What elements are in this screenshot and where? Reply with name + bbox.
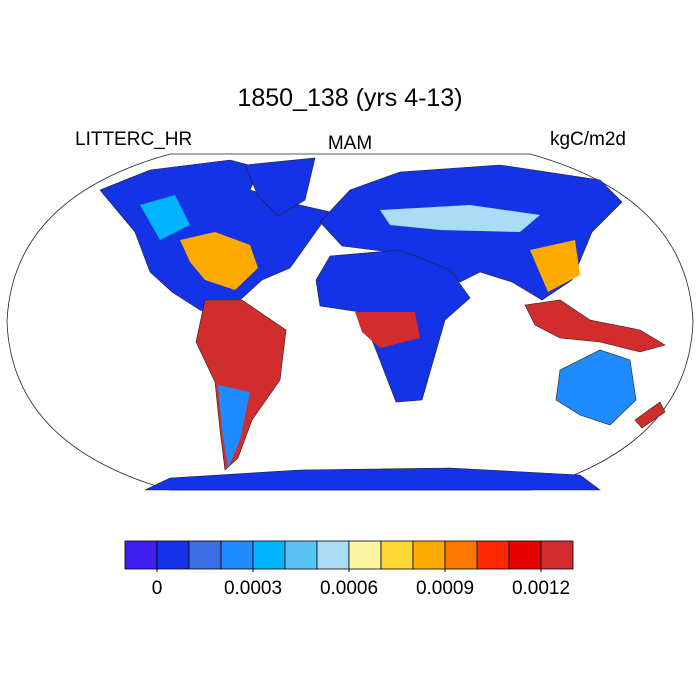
season: MAM [328, 133, 372, 154]
greenland [244, 157, 316, 217]
colorbar: 0 0.0003 0.0006 0.0009 0.0012 [124, 540, 574, 599]
colorbar-box [188, 540, 222, 570]
colorbar-box [156, 540, 190, 570]
new-zealand [634, 401, 666, 429]
maritime-continent [524, 299, 666, 353]
colorbar-box [476, 540, 510, 570]
colorbar-box [124, 540, 158, 570]
colorbar-box [220, 540, 254, 570]
colorbar-tick-label: 0.0012 [512, 578, 570, 599]
colorbar-box [380, 540, 414, 570]
map-title: 1850_138 (yrs 4-13) [237, 84, 462, 112]
east-asia-warm [530, 240, 580, 292]
map [6, 153, 694, 491]
colorbar-box [412, 540, 446, 570]
colorbar-box [508, 540, 542, 570]
colorbar-tick-label: 0.0009 [416, 578, 474, 599]
colorbar-tick-label: 0.0003 [224, 578, 282, 599]
north-america-warm [180, 232, 258, 290]
south-america [195, 299, 287, 471]
colorbar-box [540, 540, 574, 570]
colorbar-box [252, 540, 286, 570]
australia [555, 349, 637, 426]
africa-tropics [355, 312, 420, 348]
colorbar-box [444, 540, 478, 570]
colorbar-box [284, 540, 318, 570]
antarctica [144, 467, 601, 491]
north-america-mid [140, 195, 190, 240]
colorbar-tick-label: 0 [152, 578, 163, 599]
south-america-south [218, 385, 250, 468]
variable-name: LITTERC_HR [75, 129, 192, 150]
colorbar-box [348, 540, 382, 570]
colorbar-box [316, 540, 350, 570]
units: kgC/m2d [550, 129, 626, 150]
eurasia-mid [380, 205, 540, 232]
colorbar-tick-label: 0.0006 [320, 578, 378, 599]
